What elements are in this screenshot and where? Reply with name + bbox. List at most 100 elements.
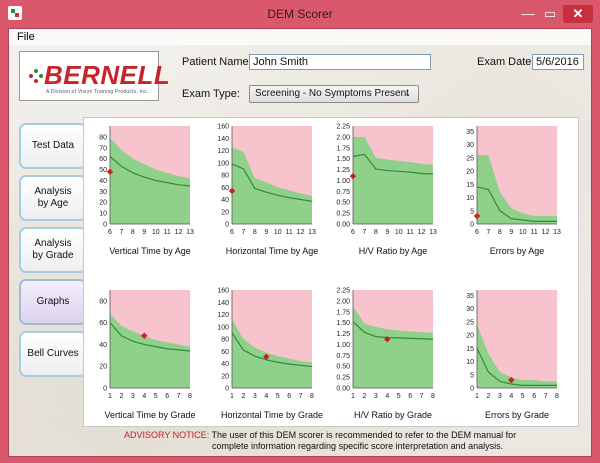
x-tick-label: 9 bbox=[385, 229, 389, 236]
y-tick-label: 0 bbox=[470, 386, 474, 393]
mean-line bbox=[109, 156, 191, 187]
y-tick-label: 1.50 bbox=[336, 320, 350, 327]
y-tick-label: 80 bbox=[221, 337, 229, 344]
x-tick-label: 9 bbox=[509, 229, 513, 236]
minimize-button[interactable]: — bbox=[521, 6, 535, 21]
tab-analysis-by-age[interactable]: Analysis by Age bbox=[19, 175, 87, 221]
y-tick-label: 80 bbox=[99, 298, 107, 305]
chart-0: 0 10 20 30 40 50 60 70 80 6 7 8 9 10 11 12 13 Vertical Ti… bbox=[99, 126, 194, 256]
y-tick-label: 60 bbox=[221, 349, 229, 356]
x-tick-label: 1 bbox=[230, 393, 234, 400]
y-tick-label: 60 bbox=[99, 156, 107, 163]
menu-bar: File bbox=[9, 29, 591, 45]
tab-test-data[interactable]: Test Data bbox=[19, 123, 87, 169]
x-tick-label: 8 bbox=[131, 229, 135, 236]
x-tick-label: 8 bbox=[431, 393, 435, 400]
y-tick-label: 1.75 bbox=[336, 145, 350, 152]
logo-subtitle: A Division of Vision Training Products, … bbox=[46, 89, 149, 95]
y-tick-label: 0 bbox=[225, 386, 229, 393]
exam-type-select[interactable]: Screening - No Symptoms Present ⌄ bbox=[249, 85, 419, 103]
y-tick-label: 35 bbox=[466, 293, 474, 300]
x-tick-label: 2 bbox=[119, 393, 123, 400]
chart-title: H/V Ratio by Grade bbox=[354, 410, 432, 420]
x-tick-label: 2 bbox=[486, 393, 490, 400]
x-tick-label: 12 bbox=[297, 229, 305, 236]
bernell-logo: BERNELL A Division of Vision Training Pr… bbox=[19, 51, 170, 101]
title-bar[interactable]: DEM Scorer — ▭ ✕ bbox=[0, 0, 600, 28]
chart-3: 0 5 10 15 20 25 30 35 6 7 8 9 10 11 12 13 Errors by Age bbox=[466, 126, 561, 256]
chart-5: 0 20 40 60 80 100 120 140 160 1 2 3 4 5 6 7 8 Horizontal … bbox=[217, 288, 323, 421]
y-tick-label: 20 bbox=[99, 364, 107, 371]
y-tick-label: 0 bbox=[470, 222, 474, 229]
normal-range-area bbox=[353, 136, 433, 224]
tab-graphs[interactable]: Graphs bbox=[19, 279, 87, 325]
x-tick-label: 10 bbox=[152, 229, 160, 236]
patient-score-marker bbox=[141, 332, 148, 339]
x-tick-label: 6 bbox=[287, 393, 291, 400]
y-tick-label: 10 bbox=[466, 359, 474, 366]
x-tick-label: 7 bbox=[119, 229, 123, 236]
x-tick-label: 11 bbox=[164, 229, 171, 236]
x-tick-label: 13 bbox=[429, 229, 437, 236]
y-tick-label: 60 bbox=[99, 320, 107, 327]
normal-range-area bbox=[110, 137, 190, 224]
x-tick-label: 2 bbox=[362, 393, 366, 400]
patient-score-marker bbox=[473, 212, 481, 220]
y-tick-label: 0.00 bbox=[336, 222, 350, 229]
chart-2: 0.00 0.25 0.50 0.75 1.00 1.25 1.50 1.75 2.00 2.25… bbox=[336, 124, 437, 257]
maximize-button[interactable]: ▭ bbox=[543, 6, 557, 21]
x-tick-label: 6 bbox=[475, 229, 479, 236]
x-tick-label: 7 bbox=[241, 229, 245, 236]
y-tick-label: 2.00 bbox=[336, 134, 350, 141]
y-tick-label: 5 bbox=[470, 208, 474, 215]
y-tick-label: 40 bbox=[221, 197, 229, 204]
y-tick-label: 160 bbox=[217, 288, 229, 295]
x-tick-label: 3 bbox=[131, 393, 135, 400]
x-tick-label: 7 bbox=[486, 229, 490, 236]
x-tick-label: 9 bbox=[264, 229, 268, 236]
exam-date-label: Exam Date: bbox=[477, 56, 535, 68]
x-tick-label: 8 bbox=[498, 229, 502, 236]
tab-label: Graphs bbox=[36, 296, 70, 307]
x-tick-label: 8 bbox=[253, 229, 257, 236]
patient-name-field[interactable]: John Smith bbox=[249, 54, 431, 70]
y-tick-label: 0 bbox=[103, 222, 107, 229]
y-tick-label: 20 bbox=[99, 200, 107, 207]
tab-analysis-by-grade[interactable]: Analysis by Grade bbox=[19, 227, 87, 273]
x-tick-label: 7 bbox=[177, 393, 181, 400]
y-tick-label: 10 bbox=[99, 211, 107, 218]
y-tick-label: 35 bbox=[466, 129, 474, 136]
advisory-heading: ADVISORY NOTICE: bbox=[124, 430, 210, 440]
chart-title: Errors by Grade bbox=[485, 410, 549, 420]
chart-title: Errors by Age bbox=[490, 246, 545, 256]
menu-file[interactable]: File bbox=[17, 31, 35, 43]
x-tick-label: 9 bbox=[142, 229, 146, 236]
y-tick-label: 25 bbox=[466, 319, 474, 326]
x-tick-label: 3 bbox=[253, 393, 257, 400]
patient-score-marker bbox=[106, 168, 114, 175]
exam-date-field[interactable]: 5/6/2016 bbox=[532, 54, 584, 70]
advisory-notice: ADVISORY NOTICE: The user of this DEM sc… bbox=[124, 430, 584, 452]
y-tick-label: 70 bbox=[99, 145, 107, 152]
patient-score-marker bbox=[263, 353, 270, 360]
y-tick-label: 20 bbox=[221, 209, 229, 216]
y-tick-label: 60 bbox=[221, 185, 229, 192]
x-tick-label: 11 bbox=[531, 229, 538, 236]
x-tick-label: 5 bbox=[397, 393, 401, 400]
mean-line bbox=[352, 321, 434, 340]
close-button[interactable]: ✕ bbox=[563, 5, 593, 23]
mean-line bbox=[231, 163, 313, 202]
y-tick-label: 140 bbox=[217, 136, 229, 143]
x-tick-label: 6 bbox=[108, 229, 112, 236]
tab-label: Bell Curves bbox=[27, 348, 79, 359]
x-tick-label: 12 bbox=[175, 229, 183, 236]
patient-score-marker bbox=[349, 172, 357, 180]
x-tick-label: 13 bbox=[186, 229, 194, 236]
mean-line bbox=[352, 153, 434, 175]
tab-bell-curves[interactable]: Bell Curves bbox=[19, 331, 87, 377]
y-tick-label: 25 bbox=[466, 155, 474, 162]
y-tick-label: 2.25 bbox=[336, 288, 350, 295]
y-tick-label: 20 bbox=[466, 169, 474, 176]
window-title: DEM Scorer bbox=[267, 7, 333, 21]
